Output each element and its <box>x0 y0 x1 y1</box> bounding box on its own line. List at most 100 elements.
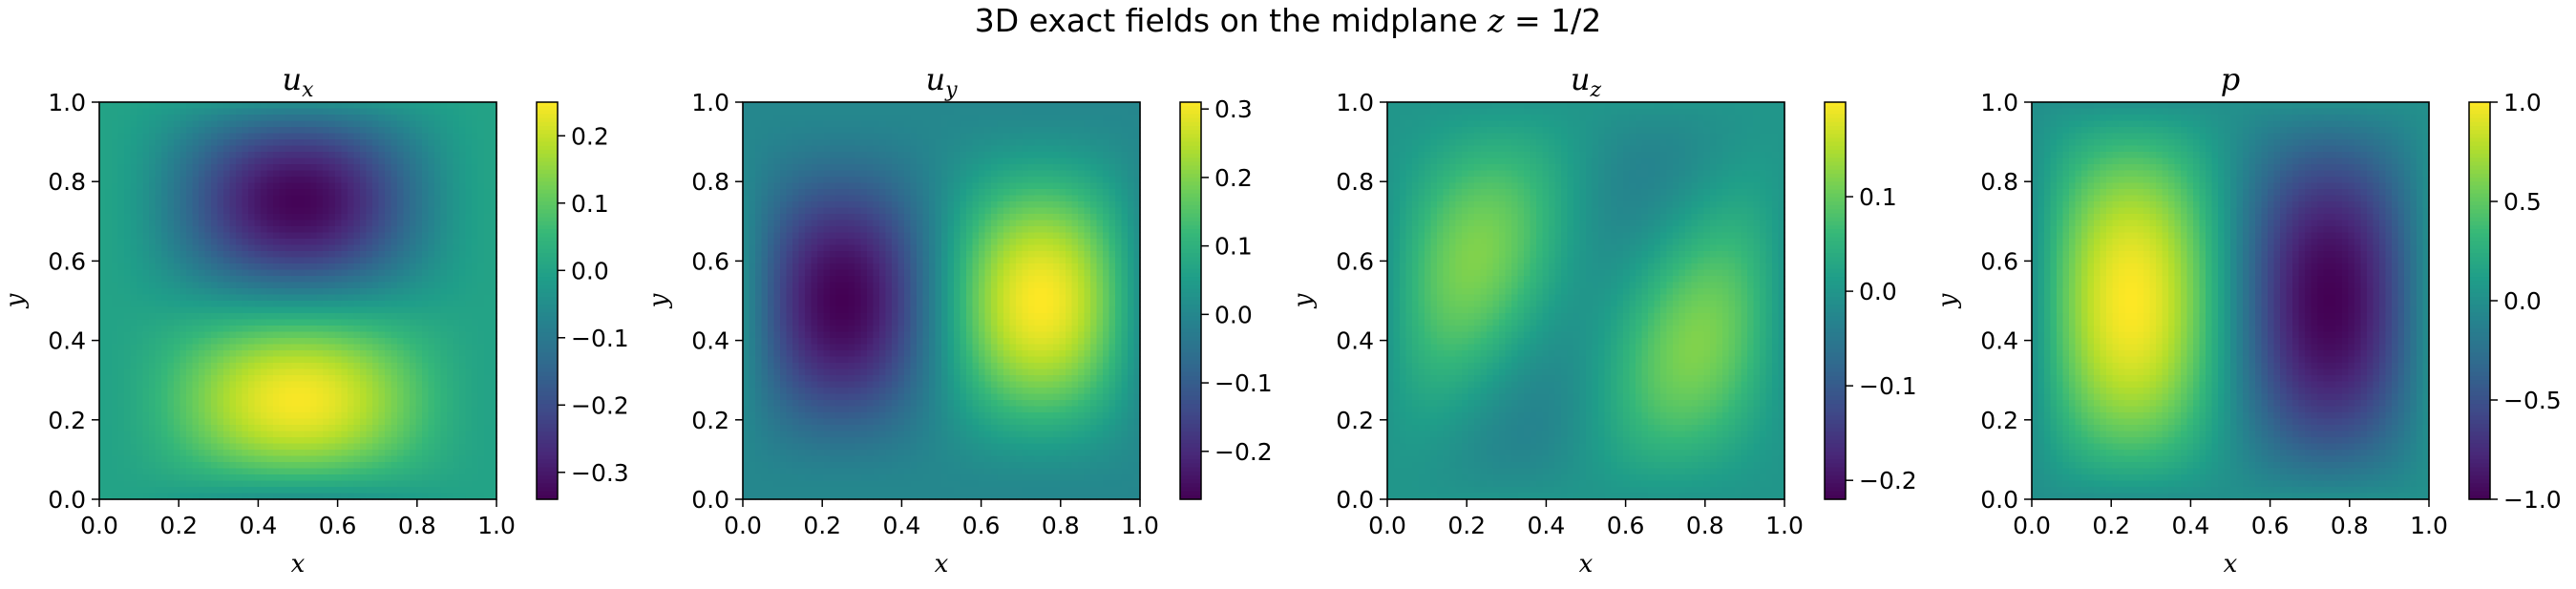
heatmap-cell <box>360 263 368 271</box>
heatmap-cell <box>477 263 485 271</box>
heatmap-cell <box>1090 139 1098 147</box>
heatmap-cell <box>459 207 467 215</box>
heatmap-cell <box>236 195 243 202</box>
heatmap-cell <box>124 306 132 314</box>
heatmap-cell <box>261 363 268 370</box>
heatmap-cell <box>279 294 286 302</box>
heatmap-cell <box>242 393 249 401</box>
heatmap-cell <box>428 301 435 308</box>
heatmap-cell <box>984 102 992 110</box>
heatmap-cell <box>124 294 132 302</box>
heatmap-cell <box>261 257 268 264</box>
heatmap-cell <box>155 425 162 432</box>
heatmap-cell <box>217 282 224 289</box>
heatmap-cell <box>440 356 448 364</box>
heatmap-cell <box>273 319 281 326</box>
heatmap-cell <box>174 269 181 277</box>
heatmap-cell <box>472 232 479 240</box>
heatmap-cell <box>316 425 324 432</box>
heatmap-cell <box>310 170 318 178</box>
heatmap-cell <box>403 127 411 135</box>
heatmap-cell <box>167 400 175 408</box>
heatmap-cell <box>979 115 986 122</box>
heatmap-cell <box>328 257 336 264</box>
heatmap-cell <box>204 338 212 346</box>
heatmap-cell <box>1084 133 1091 140</box>
heatmap-cell <box>447 288 454 296</box>
heatmap-cell <box>149 363 157 370</box>
heatmap-cell <box>792 139 800 147</box>
heatmap-cell <box>99 182 107 190</box>
heatmap-cell <box>217 437 224 445</box>
heatmap-cell <box>477 170 485 178</box>
heatmap-cell <box>211 102 219 110</box>
heatmap-cell <box>323 393 330 401</box>
heatmap-cell <box>372 145 380 153</box>
heatmap-cell <box>428 468 435 475</box>
heatmap-cell <box>149 127 157 135</box>
heatmap-cell <box>477 443 485 451</box>
heatmap-cell <box>798 133 806 140</box>
heatmap-cell <box>130 102 137 110</box>
heatmap-cell <box>167 381 175 389</box>
heatmap-cell <box>112 468 119 475</box>
heatmap-cell <box>155 363 162 370</box>
heatmap-cell <box>142 244 150 252</box>
heatmap-cell <box>447 232 454 240</box>
heatmap-cell <box>917 108 924 116</box>
heatmap-cell <box>459 294 467 302</box>
heatmap-cell <box>204 276 212 284</box>
heatmap-cell <box>279 319 286 326</box>
heatmap-cell <box>459 388 467 395</box>
heatmap-cell <box>348 450 355 457</box>
heatmap-cell <box>112 108 119 116</box>
heatmap-cell <box>348 331 355 339</box>
heatmap-cell <box>117 226 125 234</box>
heatmap-cell <box>242 276 249 284</box>
heatmap-cell <box>855 164 862 172</box>
heatmap-cell <box>459 239 467 246</box>
heatmap-cell <box>366 164 373 172</box>
heatmap-cell <box>335 393 343 401</box>
heatmap-cell <box>229 455 237 463</box>
heatmap-cell <box>167 177 175 184</box>
heatmap-cell <box>1046 158 1054 165</box>
heatmap-cell <box>161 164 169 172</box>
heatmap-cell <box>254 276 262 284</box>
heatmap-cell <box>99 313 107 321</box>
heatmap-cell <box>328 127 336 135</box>
heatmap-cell <box>984 164 992 172</box>
heatmap-cell <box>266 313 274 321</box>
heatmap-cell <box>415 133 423 140</box>
heatmap-cell <box>917 115 924 122</box>
heatmap-cell <box>1121 127 1129 135</box>
heatmap-cell <box>792 127 800 135</box>
heatmap-cell <box>403 493 411 500</box>
heatmap-cell <box>447 282 454 289</box>
heatmap-cell <box>192 164 200 172</box>
heatmap-cell <box>211 220 219 227</box>
heatmap-cell <box>323 400 330 408</box>
heatmap-cell <box>328 145 336 153</box>
heatmap-cell <box>316 139 324 147</box>
heatmap-cell <box>242 375 249 383</box>
heatmap-cell <box>360 425 368 432</box>
heatmap-cell <box>291 282 299 289</box>
heatmap-cell <box>248 269 256 277</box>
heatmap-cell <box>186 313 194 321</box>
heatmap-cell <box>105 158 113 165</box>
heatmap-cell <box>447 164 454 172</box>
heatmap-cell <box>422 139 430 147</box>
heatmap-cell <box>904 120 912 128</box>
heatmap-cell <box>291 263 299 271</box>
heatmap-cell <box>823 139 831 147</box>
heatmap-cell <box>472 108 479 116</box>
heatmap-cell <box>254 406 262 413</box>
heatmap-cell <box>353 474 361 482</box>
heatmap-cell <box>867 133 875 140</box>
heatmap-cell <box>328 431 336 438</box>
heatmap-cell <box>254 301 262 308</box>
heatmap-cell <box>105 276 113 284</box>
heatmap-cell <box>422 455 430 463</box>
heatmap-cell <box>328 313 336 321</box>
